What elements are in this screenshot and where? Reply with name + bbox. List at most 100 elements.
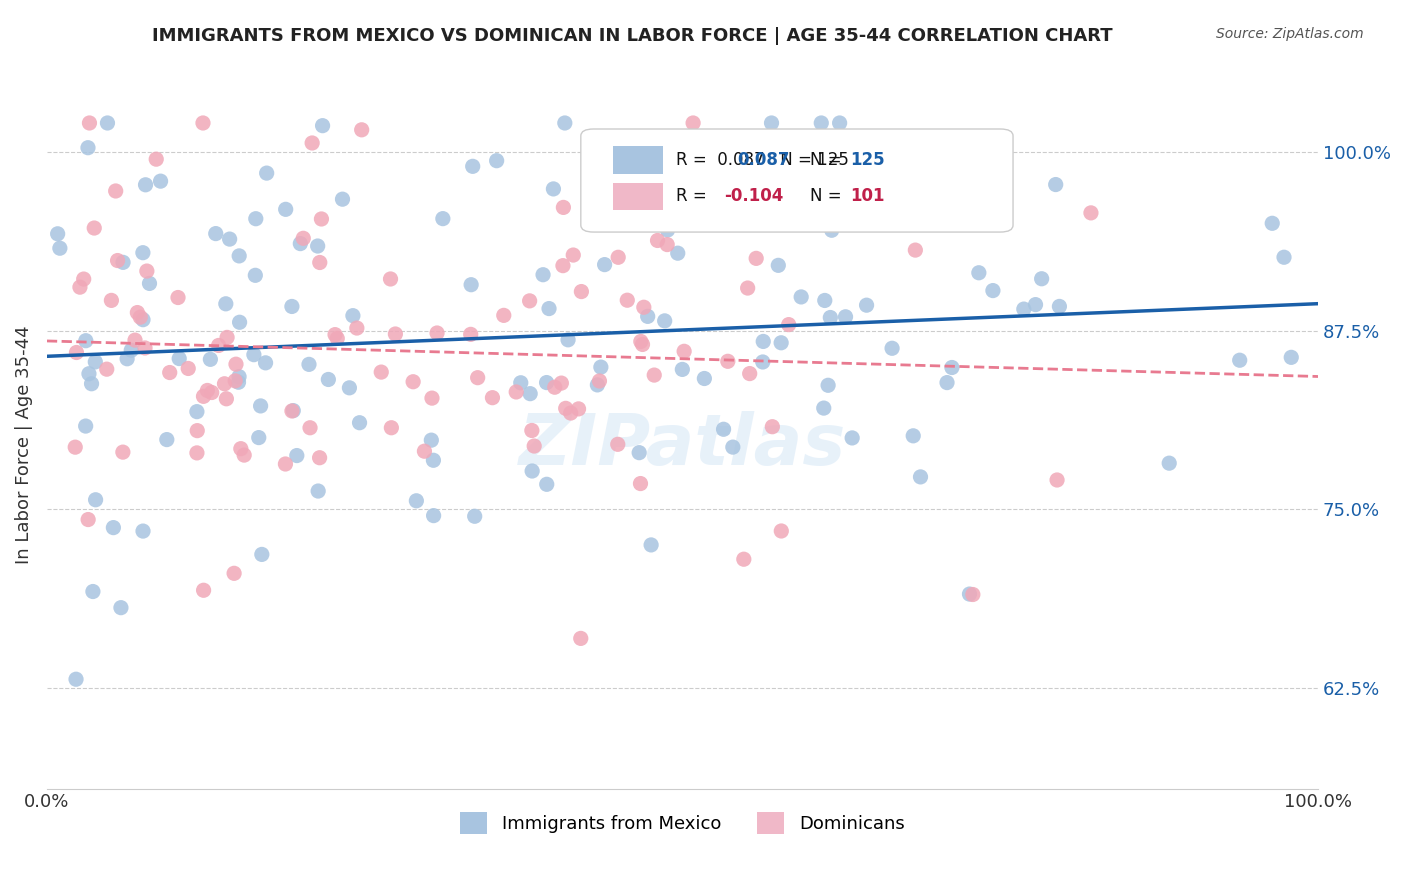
Point bbox=[745, 252, 768, 266]
Point bbox=[1047, 300, 1070, 314]
Point bbox=[897, 164, 920, 178]
Point bbox=[73, 272, 96, 286]
Point bbox=[727, 178, 749, 192]
Point bbox=[110, 600, 132, 615]
Point bbox=[228, 315, 250, 329]
Point bbox=[531, 268, 554, 282]
Point bbox=[959, 587, 981, 601]
Point bbox=[519, 386, 541, 401]
Point bbox=[84, 492, 107, 507]
Point bbox=[214, 376, 236, 391]
Point bbox=[551, 259, 574, 273]
Point bbox=[588, 374, 610, 388]
Point bbox=[247, 431, 270, 445]
Point bbox=[49, 241, 72, 255]
Y-axis label: In Labor Force | Age 35-44: In Labor Force | Age 35-44 bbox=[15, 326, 32, 565]
Point bbox=[717, 354, 740, 368]
Point bbox=[115, 351, 138, 366]
Point bbox=[1045, 178, 1067, 192]
Point bbox=[96, 362, 118, 376]
Point bbox=[1080, 206, 1102, 220]
Point bbox=[318, 372, 340, 386]
Point bbox=[752, 334, 775, 349]
Point bbox=[557, 333, 579, 347]
Point bbox=[135, 178, 157, 192]
Point bbox=[204, 227, 226, 241]
Point bbox=[228, 376, 250, 390]
Point bbox=[65, 440, 87, 454]
Point bbox=[519, 293, 541, 308]
Point bbox=[631, 337, 654, 351]
Point bbox=[637, 310, 659, 324]
Point bbox=[249, 399, 271, 413]
Text: ZIPatlas: ZIPatlas bbox=[519, 410, 846, 480]
Point bbox=[828, 116, 851, 130]
Point bbox=[326, 331, 349, 345]
Text: N =: N = bbox=[810, 187, 846, 205]
Point bbox=[509, 376, 531, 390]
Point bbox=[903, 429, 925, 443]
Point bbox=[586, 377, 609, 392]
Point bbox=[167, 291, 190, 305]
Point bbox=[298, 357, 321, 371]
Point bbox=[981, 284, 1004, 298]
Point bbox=[384, 326, 406, 341]
Point bbox=[673, 344, 696, 359]
Point bbox=[520, 464, 543, 478]
Point bbox=[307, 483, 329, 498]
Point bbox=[721, 440, 744, 454]
Point bbox=[413, 444, 436, 458]
Point bbox=[200, 352, 222, 367]
Point bbox=[426, 326, 449, 340]
Text: 101: 101 bbox=[851, 187, 884, 205]
Point bbox=[657, 237, 679, 252]
Point bbox=[380, 421, 402, 435]
Point bbox=[813, 401, 835, 416]
Point bbox=[814, 293, 837, 308]
Point bbox=[1229, 353, 1251, 368]
Point bbox=[1025, 297, 1047, 311]
Point bbox=[770, 524, 793, 538]
Point bbox=[156, 433, 179, 447]
Point bbox=[464, 509, 486, 524]
Point bbox=[460, 327, 482, 342]
Point bbox=[654, 314, 676, 328]
Point bbox=[191, 116, 214, 130]
Text: IMMIGRANTS FROM MEXICO VS DOMINICAN IN LABOR FORCE | AGE 35-44 CORRELATION CHART: IMMIGRANTS FROM MEXICO VS DOMINICAN IN L… bbox=[152, 27, 1114, 45]
Point bbox=[733, 552, 755, 566]
Point bbox=[79, 116, 101, 130]
Point bbox=[217, 330, 239, 344]
Point bbox=[880, 341, 903, 355]
Point bbox=[560, 406, 582, 420]
Point bbox=[103, 520, 125, 534]
Point bbox=[752, 355, 775, 369]
Point bbox=[193, 583, 215, 598]
Point bbox=[834, 310, 856, 324]
Point bbox=[693, 371, 716, 385]
Point bbox=[562, 248, 585, 262]
Point bbox=[132, 245, 155, 260]
Point bbox=[492, 309, 515, 323]
Point bbox=[195, 384, 218, 398]
Point bbox=[349, 416, 371, 430]
Point bbox=[132, 524, 155, 538]
Point bbox=[820, 310, 842, 325]
Point bbox=[299, 421, 322, 435]
Point bbox=[127, 305, 149, 319]
Point bbox=[761, 116, 783, 130]
Point bbox=[1046, 473, 1069, 487]
Point bbox=[405, 493, 427, 508]
Point bbox=[550, 376, 572, 390]
Point bbox=[402, 375, 425, 389]
Point bbox=[797, 201, 820, 215]
Point bbox=[201, 385, 224, 400]
Point bbox=[167, 351, 190, 366]
Point bbox=[112, 255, 135, 269]
Point bbox=[311, 211, 333, 226]
Text: 0.087: 0.087 bbox=[737, 151, 790, 169]
Point bbox=[633, 300, 655, 314]
Point bbox=[283, 403, 305, 417]
Point bbox=[467, 370, 489, 384]
Text: Source: ZipAtlas.com: Source: ZipAtlas.com bbox=[1216, 27, 1364, 41]
Point bbox=[307, 239, 329, 253]
